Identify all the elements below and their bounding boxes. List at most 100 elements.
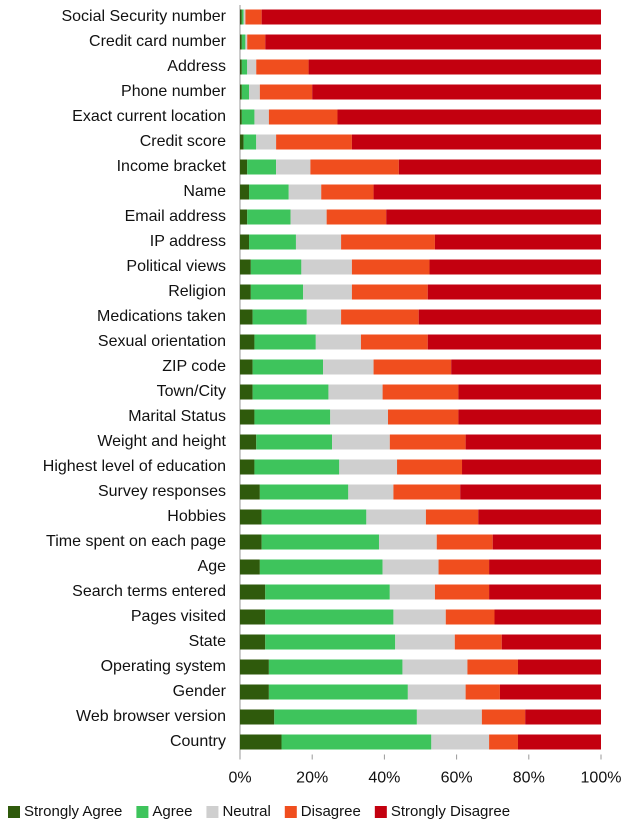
bar-segment xyxy=(407,684,466,700)
bar-segment xyxy=(268,659,403,675)
bar-segment xyxy=(240,84,242,100)
x-tick-label: 80% xyxy=(513,770,545,787)
bar-segment xyxy=(240,209,248,225)
bar-segment xyxy=(240,484,260,500)
bar-segment xyxy=(245,9,262,25)
bar-segment xyxy=(276,159,311,175)
bar-segment xyxy=(265,584,390,600)
x-tick-label: 60% xyxy=(441,770,473,787)
bar-segment xyxy=(240,159,248,175)
bar-segment xyxy=(288,184,322,200)
bar-segment xyxy=(295,234,342,250)
bar-segment xyxy=(312,84,601,100)
y-tick-label: Medications taken xyxy=(97,308,226,325)
bar-segment xyxy=(261,534,379,550)
bar-segment xyxy=(268,684,408,700)
legend-label: Neutral xyxy=(222,803,270,820)
y-tick-label: Name xyxy=(183,183,226,200)
bar-segment xyxy=(240,634,266,650)
bar-segment xyxy=(458,384,601,400)
y-tick-label: Marital Status xyxy=(128,408,226,425)
bar-segment xyxy=(241,109,255,125)
bar-segment xyxy=(245,34,248,50)
legend-swatch xyxy=(284,806,297,818)
bar-segment xyxy=(445,609,495,625)
bar-segment xyxy=(328,384,383,400)
y-tick-label: Political views xyxy=(126,258,226,275)
bar-segment xyxy=(247,59,257,75)
legend-swatch xyxy=(8,806,20,818)
bar-segment xyxy=(240,259,251,275)
bar-segment xyxy=(243,9,246,25)
bar-segment xyxy=(454,634,502,650)
bar-segment xyxy=(240,234,250,250)
bar-segment xyxy=(427,284,601,300)
bar-segment xyxy=(259,84,313,100)
bar-segment xyxy=(395,634,455,650)
bar-segment xyxy=(341,234,435,250)
bar-segment xyxy=(254,109,269,125)
bar-segment xyxy=(382,559,439,575)
x-tick-label: 40% xyxy=(368,770,400,787)
y-tick-label: Pages visited xyxy=(131,608,226,625)
bar-segment xyxy=(247,159,277,175)
bar-segment xyxy=(240,184,250,200)
bar-segment xyxy=(416,709,482,725)
bar-segment xyxy=(256,59,309,75)
y-tick-label: Age xyxy=(198,558,227,575)
bar-segment xyxy=(332,434,390,450)
bar-segment xyxy=(281,734,432,750)
bar-segment xyxy=(425,509,479,525)
legend-swatch xyxy=(206,806,219,818)
y-tick-label: Gender xyxy=(173,683,227,700)
bar-segment xyxy=(259,559,383,575)
bar-segment xyxy=(341,309,419,325)
x-tick-label: 100% xyxy=(581,770,622,787)
bar-segment xyxy=(393,609,446,625)
y-tick-label: Web browser version xyxy=(76,708,226,725)
bar-segment xyxy=(489,559,601,575)
bar-segment xyxy=(351,134,601,150)
bar-segment xyxy=(378,534,437,550)
bar-segment xyxy=(241,9,244,25)
y-tick-label: Social Security number xyxy=(61,8,226,25)
bar-segment xyxy=(261,9,601,25)
bar-segment xyxy=(240,434,257,450)
y-tick-label: Time spent on each page xyxy=(46,533,226,550)
bar-segment xyxy=(240,134,244,150)
bar-segment xyxy=(240,409,255,425)
bar-segment xyxy=(254,459,340,475)
bar-segment xyxy=(301,259,352,275)
bar-segment xyxy=(462,459,601,475)
bar-segment xyxy=(256,434,333,450)
bar-segment xyxy=(240,34,242,50)
bar-segment xyxy=(247,209,291,225)
bar-segment xyxy=(323,359,374,375)
y-tick-label: Credit card number xyxy=(89,33,227,50)
bar-segment xyxy=(373,184,601,200)
bar-segment xyxy=(360,334,428,350)
bar-segment xyxy=(241,59,248,75)
bar-segment xyxy=(434,234,601,250)
bar-segment xyxy=(525,709,601,725)
bar-segment xyxy=(249,184,289,200)
bar-segment xyxy=(308,59,601,75)
bar-segment xyxy=(261,509,367,525)
bar-segment xyxy=(240,509,262,525)
bar-segment xyxy=(240,459,255,475)
bar-segment xyxy=(306,309,342,325)
bar-segment xyxy=(373,359,452,375)
bar-segment xyxy=(427,334,601,350)
bar-segment xyxy=(240,609,266,625)
x-tick-label: 20% xyxy=(296,770,328,787)
y-tick-label: Survey responses xyxy=(98,483,226,500)
y-tick-label: Religion xyxy=(168,283,226,300)
bar-segment xyxy=(418,309,601,325)
bar-segment xyxy=(240,109,242,125)
bar-segment xyxy=(494,609,601,625)
bar-segment xyxy=(382,384,459,400)
bar-segment xyxy=(247,34,266,50)
bar-segment xyxy=(241,34,246,50)
bar-segment xyxy=(250,284,304,300)
legend-label: Strongly Disagree xyxy=(391,803,510,820)
